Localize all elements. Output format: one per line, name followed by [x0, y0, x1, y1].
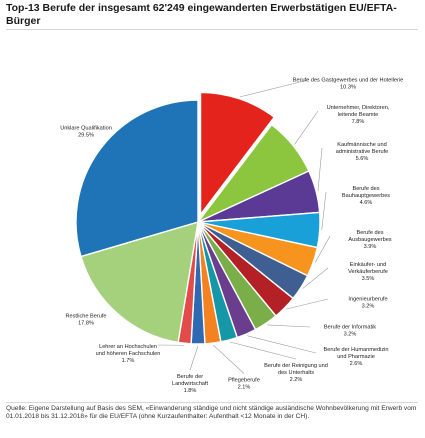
leader-line: [229, 341, 297, 360]
leader-line: [239, 79, 309, 98]
slice-label: Lehrer an Hochschulen: [99, 344, 157, 350]
slice-label: Verkäuferberufe: [348, 269, 388, 275]
slice-label: Pflegeberufe: [228, 378, 260, 384]
slice-value-label: 29.5%: [78, 133, 94, 139]
slice-label: und Pharmazie: [337, 354, 375, 360]
pie-slice: [199, 91, 276, 217]
slice-label: Berufe der Humanmedizin: [324, 347, 389, 353]
slice-label: Ausbaugewerbes: [348, 237, 391, 243]
source-note: Quelle: Eigene Darstellung auf Basis des…: [6, 405, 417, 421]
leader-line: [286, 298, 329, 310]
slice-label: Berufe des Gastgewerbes und der Hoteller…: [293, 78, 403, 84]
slice-value-label: 3.2%: [344, 332, 357, 338]
slice-labels: Berufe des Gastgewerbes und der Hoteller…: [60, 78, 403, 395]
leader-line: [314, 235, 331, 263]
slice-label: des Unterhalts: [278, 370, 314, 376]
slice-label: und höheren Fachschulen: [96, 351, 161, 357]
leader-line: [317, 147, 323, 191]
slice-value-label: 3.5%: [362, 276, 375, 282]
slice-label: Ingenieurberufe: [348, 297, 387, 303]
slice-label: leitende Beamte: [338, 112, 378, 118]
slice-value-label: 1.7%: [122, 358, 135, 364]
leader-line: [189, 345, 199, 371]
leader-line: [302, 267, 329, 289]
slice-value-label: 1.8%: [184, 388, 197, 394]
leader-line: [247, 335, 317, 354]
slice-value-label: 7.8%: [352, 119, 365, 125]
slice-value-label: 3.9%: [364, 244, 377, 250]
slice-label: Berufe des: [356, 230, 383, 236]
pie-slices: [75, 91, 321, 345]
slice-value-label: 2.1%: [238, 385, 251, 391]
slice-label: Unklare Qualifikation: [60, 126, 112, 132]
title-divider: [6, 29, 418, 30]
leader-line: [294, 110, 319, 145]
chart-title: Top-13 Berufe der insgesamt 62'249 einge…: [6, 2, 397, 27]
slice-label: Unternehmer, Direktoren,: [327, 105, 390, 111]
slice-value-label: 2.6%: [350, 361, 363, 367]
pie-slice: [75, 99, 199, 258]
slice-label: Bauhauptgewerbes: [342, 193, 390, 199]
slice-label: Restliche Berufe: [65, 314, 106, 320]
slice-label: Berufe der Reinigung und: [264, 363, 328, 369]
leader-lines: [157, 79, 331, 374]
leader-line: [267, 324, 311, 328]
pie-slice: [80, 221, 199, 344]
slice-value-label: 17.8%: [78, 321, 94, 327]
slice-label: administrative Berufe: [336, 149, 389, 155]
slice-value-label: 2.2%: [290, 377, 303, 383]
slice-value-label: 10.3%: [340, 85, 356, 91]
slice-label: Landwirtschaft: [172, 381, 209, 387]
source-divider: [6, 402, 418, 403]
slice-label: Berufe der Informatik: [324, 325, 376, 331]
leader-line: [212, 344, 245, 374]
slice-label: Kaufmännische und: [337, 142, 386, 148]
slice-value-label: 5.6%: [356, 156, 369, 162]
leader-line: [321, 191, 327, 231]
slice-label: Berufe der: [177, 374, 203, 380]
slice-label: Berufe des: [352, 186, 379, 192]
slice-value-label: 3.2%: [362, 304, 375, 310]
slice-label: Einkäufer- und: [350, 262, 386, 268]
slice-value-label: 4.6%: [360, 200, 373, 206]
